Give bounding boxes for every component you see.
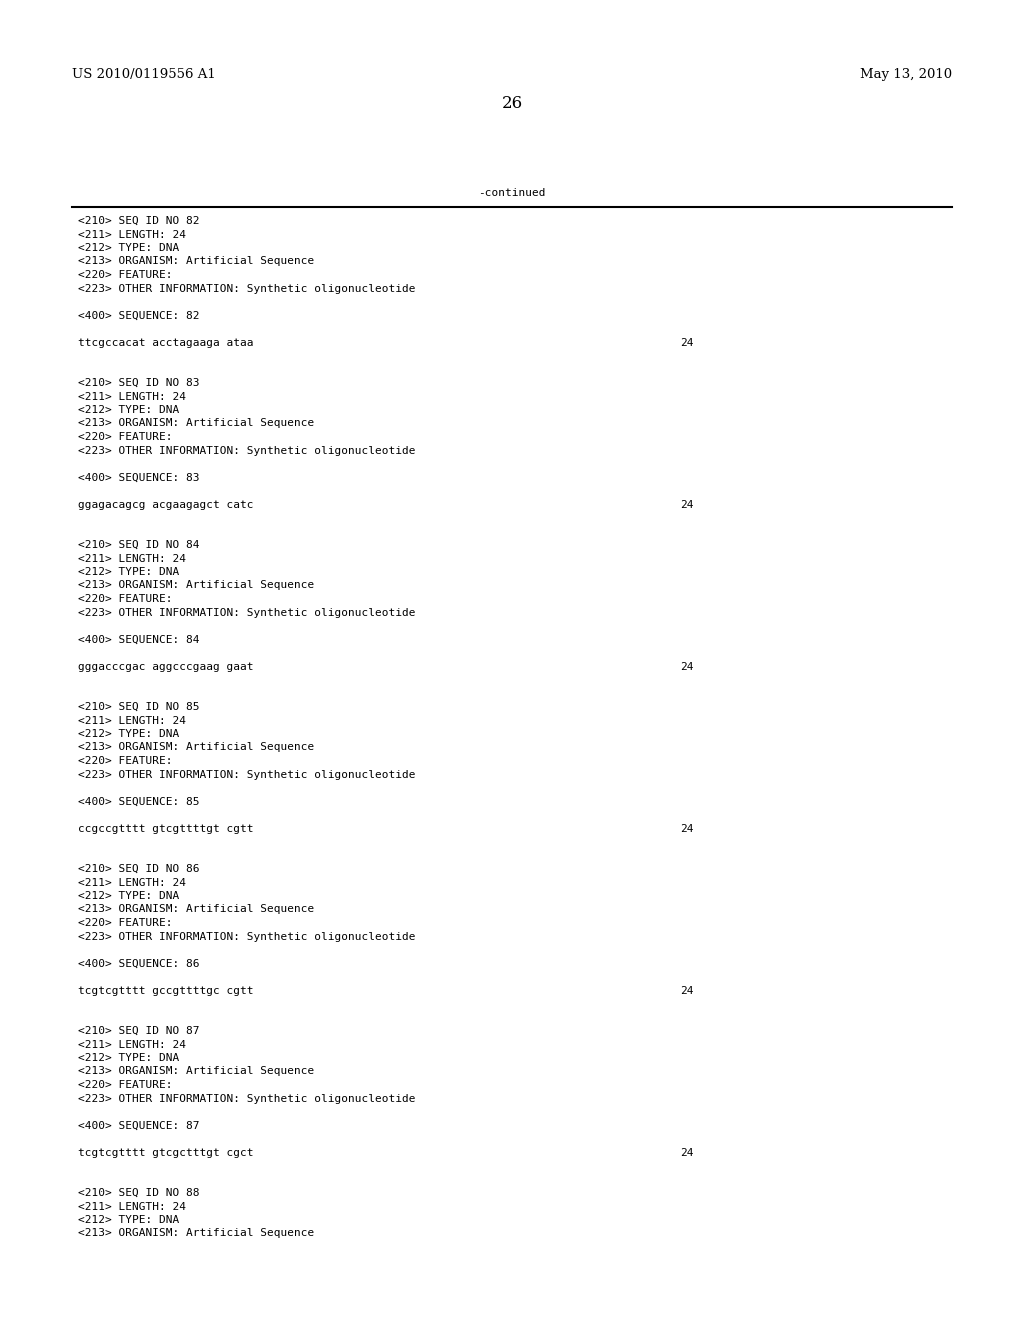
Text: 24: 24 [680, 986, 693, 995]
Text: <212> TYPE: DNA: <212> TYPE: DNA [78, 243, 179, 253]
Text: <400> SEQUENCE: 87: <400> SEQUENCE: 87 [78, 1121, 200, 1130]
Text: <210> SEQ ID NO 85: <210> SEQ ID NO 85 [78, 702, 200, 711]
Text: ccgccgtttt gtcgttttgt cgtt: ccgccgtttt gtcgttttgt cgtt [78, 824, 254, 833]
Text: <213> ORGANISM: Artificial Sequence: <213> ORGANISM: Artificial Sequence [78, 904, 314, 915]
Text: US 2010/0119556 A1: US 2010/0119556 A1 [72, 69, 216, 81]
Text: <211> LENGTH: 24: <211> LENGTH: 24 [78, 392, 186, 401]
Text: <211> LENGTH: 24: <211> LENGTH: 24 [78, 715, 186, 726]
Text: <213> ORGANISM: Artificial Sequence: <213> ORGANISM: Artificial Sequence [78, 742, 314, 752]
Text: <400> SEQUENCE: 84: <400> SEQUENCE: 84 [78, 635, 200, 644]
Text: <213> ORGANISM: Artificial Sequence: <213> ORGANISM: Artificial Sequence [78, 256, 314, 267]
Text: <220> FEATURE:: <220> FEATURE: [78, 594, 172, 605]
Text: <400> SEQUENCE: 83: <400> SEQUENCE: 83 [78, 473, 200, 483]
Text: <210> SEQ ID NO 84: <210> SEQ ID NO 84 [78, 540, 200, 550]
Text: <211> LENGTH: 24: <211> LENGTH: 24 [78, 1201, 186, 1212]
Text: <213> ORGANISM: Artificial Sequence: <213> ORGANISM: Artificial Sequence [78, 581, 314, 590]
Text: <213> ORGANISM: Artificial Sequence: <213> ORGANISM: Artificial Sequence [78, 1067, 314, 1077]
Text: <212> TYPE: DNA: <212> TYPE: DNA [78, 405, 179, 414]
Text: <400> SEQUENCE: 85: <400> SEQUENCE: 85 [78, 796, 200, 807]
Text: <211> LENGTH: 24: <211> LENGTH: 24 [78, 878, 186, 887]
Text: ggagacagcg acgaagagct catc: ggagacagcg acgaagagct catc [78, 499, 254, 510]
Text: <223> OTHER INFORMATION: Synthetic oligonucleotide: <223> OTHER INFORMATION: Synthetic oligo… [78, 932, 416, 941]
Text: <223> OTHER INFORMATION: Synthetic oligonucleotide: <223> OTHER INFORMATION: Synthetic oligo… [78, 770, 416, 780]
Text: <212> TYPE: DNA: <212> TYPE: DNA [78, 1214, 179, 1225]
Text: <212> TYPE: DNA: <212> TYPE: DNA [78, 729, 179, 739]
Text: <223> OTHER INFORMATION: Synthetic oligonucleotide: <223> OTHER INFORMATION: Synthetic oligo… [78, 446, 416, 455]
Text: <220> FEATURE:: <220> FEATURE: [78, 432, 172, 442]
Text: <223> OTHER INFORMATION: Synthetic oligonucleotide: <223> OTHER INFORMATION: Synthetic oligo… [78, 607, 416, 618]
Text: -continued: -continued [478, 187, 546, 198]
Text: 24: 24 [680, 338, 693, 347]
Text: <223> OTHER INFORMATION: Synthetic oligonucleotide: <223> OTHER INFORMATION: Synthetic oligo… [78, 1093, 416, 1104]
Text: <400> SEQUENCE: 82: <400> SEQUENCE: 82 [78, 310, 200, 321]
Text: <210> SEQ ID NO 83: <210> SEQ ID NO 83 [78, 378, 200, 388]
Text: 26: 26 [502, 95, 522, 112]
Text: <211> LENGTH: 24: <211> LENGTH: 24 [78, 230, 186, 239]
Text: <220> FEATURE:: <220> FEATURE: [78, 756, 172, 766]
Text: <211> LENGTH: 24: <211> LENGTH: 24 [78, 553, 186, 564]
Text: tcgtcgtttt gccgttttgc cgtt: tcgtcgtttt gccgttttgc cgtt [78, 986, 254, 995]
Text: <220> FEATURE:: <220> FEATURE: [78, 917, 172, 928]
Text: <210> SEQ ID NO 86: <210> SEQ ID NO 86 [78, 865, 200, 874]
Text: 24: 24 [680, 661, 693, 672]
Text: <210> SEQ ID NO 87: <210> SEQ ID NO 87 [78, 1026, 200, 1036]
Text: 24: 24 [680, 499, 693, 510]
Text: gggacccgac aggcccgaag gaat: gggacccgac aggcccgaag gaat [78, 661, 254, 672]
Text: 24: 24 [680, 1147, 693, 1158]
Text: <210> SEQ ID NO 82: <210> SEQ ID NO 82 [78, 216, 200, 226]
Text: <223> OTHER INFORMATION: Synthetic oligonucleotide: <223> OTHER INFORMATION: Synthetic oligo… [78, 284, 416, 293]
Text: <213> ORGANISM: Artificial Sequence: <213> ORGANISM: Artificial Sequence [78, 418, 314, 429]
Text: <212> TYPE: DNA: <212> TYPE: DNA [78, 891, 179, 902]
Text: <212> TYPE: DNA: <212> TYPE: DNA [78, 568, 179, 577]
Text: <210> SEQ ID NO 88: <210> SEQ ID NO 88 [78, 1188, 200, 1199]
Text: <220> FEATURE:: <220> FEATURE: [78, 271, 172, 280]
Text: <213> ORGANISM: Artificial Sequence: <213> ORGANISM: Artificial Sequence [78, 1229, 314, 1238]
Text: 24: 24 [680, 824, 693, 833]
Text: <220> FEATURE:: <220> FEATURE: [78, 1080, 172, 1090]
Text: <400> SEQUENCE: 86: <400> SEQUENCE: 86 [78, 958, 200, 969]
Text: ttcgccacat acctagaaga ataa: ttcgccacat acctagaaga ataa [78, 338, 254, 347]
Text: tcgtcgtttt gtcgctttgt cgct: tcgtcgtttt gtcgctttgt cgct [78, 1147, 254, 1158]
Text: <211> LENGTH: 24: <211> LENGTH: 24 [78, 1040, 186, 1049]
Text: <212> TYPE: DNA: <212> TYPE: DNA [78, 1053, 179, 1063]
Text: May 13, 2010: May 13, 2010 [860, 69, 952, 81]
